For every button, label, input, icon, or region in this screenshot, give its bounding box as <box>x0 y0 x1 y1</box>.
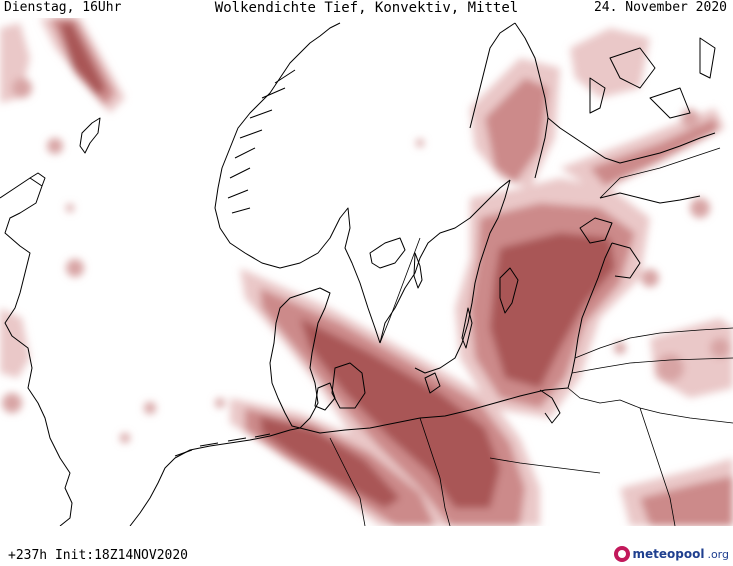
orkney-islands <box>79 117 101 154</box>
norway-coast <box>214 22 381 344</box>
forecast-day-time: Dienstag, 16Uhr <box>4 0 122 15</box>
cloud-cover-layer <box>0 18 733 526</box>
estonia-coast <box>599 192 701 204</box>
cloud-cell <box>215 398 225 408</box>
cloud-cell <box>641 269 659 287</box>
cloud-cell <box>681 109 699 127</box>
cloud-cell <box>66 204 74 212</box>
cloud-dark-north-sea <box>300 318 500 508</box>
run-info: +237h Init:18Z14NOV2020 <box>8 548 189 563</box>
meteopool-logo[interactable]: meteopool .org <box>613 546 729 562</box>
great-britain-coast <box>0 177 73 526</box>
norway-fjord-details <box>227 69 296 214</box>
cloud-cell <box>2 393 22 413</box>
scotland-north <box>29 172 46 187</box>
cloud-cell <box>66 259 84 277</box>
cloud-cell <box>144 402 156 414</box>
cloud-core-band-ne <box>590 118 718 186</box>
forecast-date: 24. November 2020 <box>593 0 727 15</box>
netherlands-coast <box>129 427 301 526</box>
cloud-cell <box>416 139 424 147</box>
frisian-islands <box>174 433 271 457</box>
gotland <box>499 267 519 314</box>
logo-brand: meteopool <box>632 547 705 561</box>
cloud-dark-baltic <box>490 233 615 388</box>
cloud-cell <box>12 78 32 98</box>
cloud-cell <box>710 338 730 358</box>
denmark-funen <box>314 382 336 411</box>
bornholm <box>424 372 441 394</box>
cloud-cell <box>690 198 710 218</box>
saaremaa <box>579 217 613 244</box>
kaliningrad-spit <box>539 389 561 424</box>
finland-coast <box>547 117 716 164</box>
cloud-cell <box>656 354 684 382</box>
coastline-layer <box>0 22 733 526</box>
latvia-lithuania-coast <box>567 242 613 389</box>
bothnia-coast <box>469 22 549 179</box>
denmark-zealand <box>331 362 366 409</box>
germany-poland-coast <box>299 387 569 434</box>
denmark-jutland <box>269 287 331 429</box>
lake-vanern <box>369 237 406 269</box>
logo-tld: .org <box>707 547 729 561</box>
cloud-cell <box>614 342 626 354</box>
cloud-cell <box>47 138 63 154</box>
sweden-east-coast <box>414 179 511 374</box>
map-title: Wolkendichte Tief, Konvektiv, Mittel <box>214 0 519 16</box>
cloud-dark-northwest <box>60 23 105 96</box>
land-borders <box>329 147 733 526</box>
cloud-field-west-coast <box>0 308 30 378</box>
meteopool-logo-icon <box>613 546 630 562</box>
finland-lakes <box>589 37 716 119</box>
cloud-dark-south <box>260 416 400 508</box>
lake-vattern <box>413 252 423 289</box>
oland <box>461 307 473 349</box>
sweden-west-coast <box>379 179 511 344</box>
cloud-density-map <box>0 18 733 526</box>
cloud-core-baltic-north <box>485 78 548 183</box>
cloud-cell <box>120 433 130 443</box>
gulf-of-riga <box>611 242 641 279</box>
cloud-core-southeast <box>640 476 733 526</box>
